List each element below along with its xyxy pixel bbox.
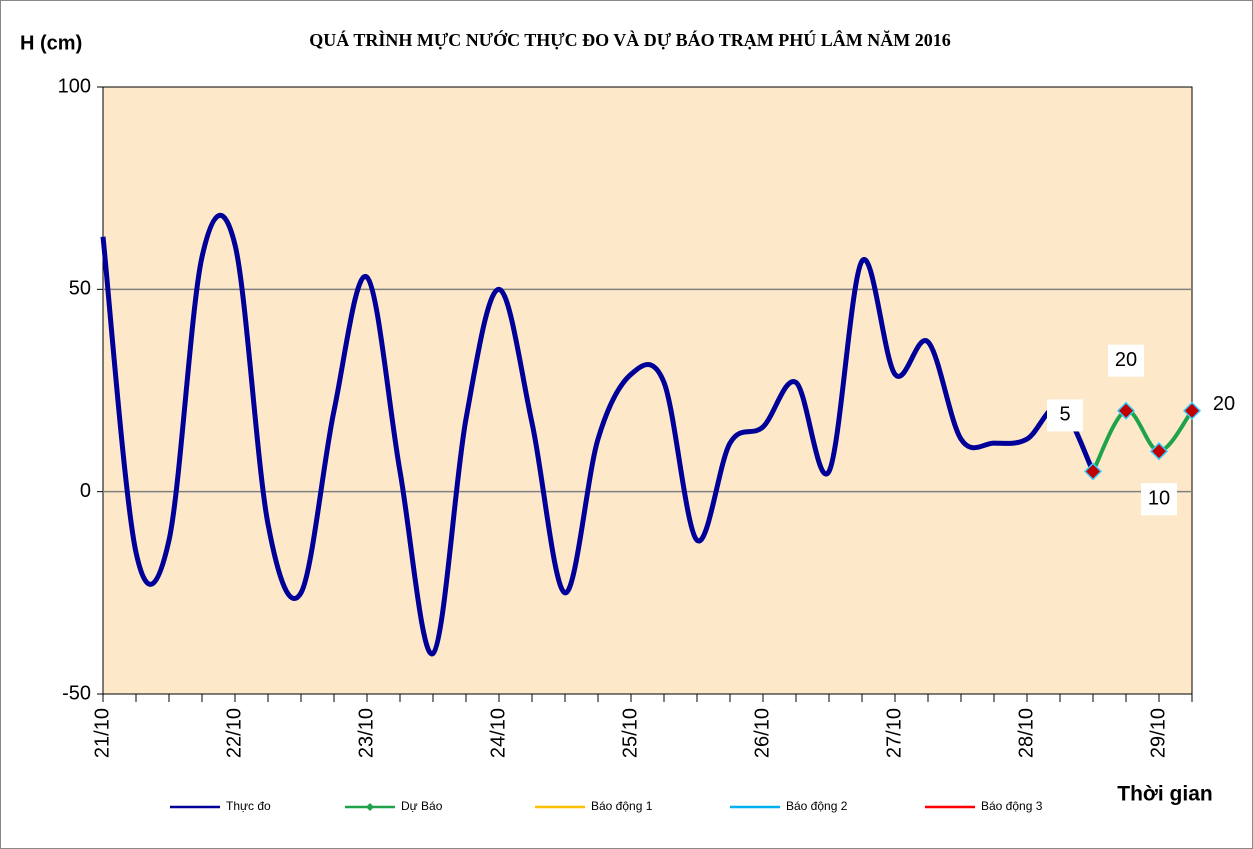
legend-label: Báo động 2: [786, 799, 848, 813]
legend-marker: [366, 803, 374, 811]
legend-label: Dự Báo: [401, 799, 443, 813]
x-tick-label: 26/10: [751, 708, 773, 758]
data-label-bg: [1108, 344, 1144, 377]
y-tick-label: 100: [58, 75, 91, 97]
forecast-marker: [1182, 401, 1202, 420]
data-label-bg: [1206, 388, 1242, 421]
data-label-bg: [1141, 483, 1177, 516]
x-tick-label: 23/10: [355, 708, 377, 758]
x-tick-label: 29/10: [1147, 708, 1169, 758]
y-axis-title: H (cm): [20, 32, 82, 54]
data-label: 10: [1148, 487, 1170, 509]
x-tick-label: 28/10: [1015, 708, 1037, 758]
series-line: [1091, 408, 1194, 473]
forecast-marker: [1083, 462, 1103, 481]
forecast-marker: [1116, 401, 1136, 420]
data-label: 20: [1115, 349, 1137, 371]
plot-area: [102, 86, 1193, 695]
legend-label: Báo động 3: [981, 799, 1043, 813]
series-line: [100, 212, 1096, 657]
x-tick-label: 22/10: [223, 708, 245, 758]
legend-label: Thực đo: [226, 799, 271, 813]
data-label: 5: [1059, 404, 1070, 426]
chart-title: QUÁ TRÌNH MỰC NƯỚC THỰC ĐO VÀ DỰ BÁO TRẠ…: [309, 29, 950, 50]
x-tick-label: 24/10: [487, 708, 509, 758]
data-label: 20: [1213, 393, 1235, 415]
y-tick-label: -50: [62, 682, 91, 704]
x-tick-label: 25/10: [619, 708, 641, 758]
x-axis-title: Thời gian: [1117, 783, 1212, 806]
y-tick-label: 0: [80, 480, 91, 502]
legend-label: Báo động 1: [591, 799, 653, 813]
x-tick-label: 21/10: [91, 708, 113, 758]
data-label-bg: [1047, 399, 1083, 432]
x-tick-label: 27/10: [883, 708, 905, 758]
y-tick-label: 50: [69, 278, 91, 300]
forecast-marker: [1149, 442, 1169, 461]
